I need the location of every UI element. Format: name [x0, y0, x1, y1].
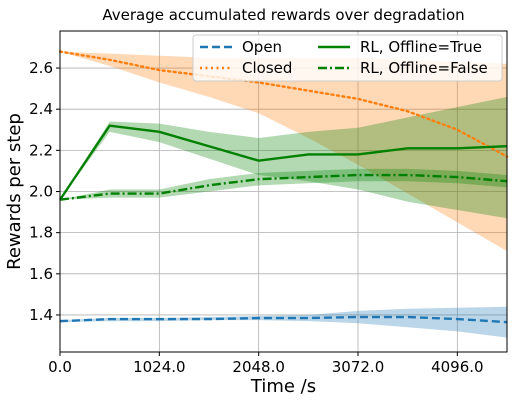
band-closed	[60, 51, 507, 252]
grid	[59, 31, 507, 352]
series-line-rl-offline-true	[59, 124, 508, 201]
y-tick-label: 1.4	[29, 306, 53, 324]
legend-label: RL, Offline=False	[360, 59, 488, 77]
series-line-closed	[58, 50, 509, 158]
x-axis-title: Time /s	[250, 376, 316, 397]
y-axis-title: Rewards per step	[4, 113, 25, 270]
y-tick-label: 2.2	[29, 141, 53, 159]
band-open	[60, 306, 507, 338]
x-tick-label: 0.0	[48, 358, 72, 376]
y-tick-label: 2.0	[29, 183, 53, 201]
legend-label: Open	[242, 38, 282, 56]
legend-label: Closed	[242, 59, 292, 77]
x-tick-label: 3072.0	[332, 358, 385, 376]
y-tick-label: 1.6	[29, 265, 53, 283]
y-tick-label: 2.6	[29, 59, 53, 77]
band-rl-offline-false	[60, 168, 507, 200]
legend-box	[192, 34, 503, 82]
x-tick-label: 4096.0	[431, 358, 484, 376]
legend-label: RL, Offline=True	[360, 38, 482, 56]
confidence-bands	[60, 51, 507, 338]
y-tick-label: 2.4	[29, 100, 53, 118]
series-line-open	[59, 315, 508, 324]
legend: Open Closed RL, Offline=True RL, Offline=Fa…	[192, 34, 503, 82]
chart-title: Average accumulated rewards over degrada…	[102, 6, 464, 24]
x-tick-label: 2048.0	[232, 358, 285, 376]
axis-ticks: 0.0 1024.0 2048.0 3072.0 4096.0 1.4 1.6 1.8 2.0 2…	[29, 59, 483, 376]
series-lines	[58, 50, 509, 324]
series-line-rl-offline-false	[59, 173, 508, 201]
x-tick-label: 1024.0	[133, 358, 186, 376]
y-tick-label: 1.8	[29, 224, 53, 242]
